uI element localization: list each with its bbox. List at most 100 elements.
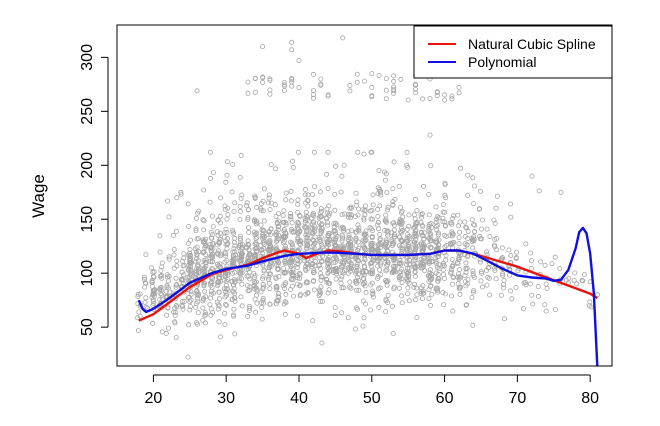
scatter-point: [266, 229, 272, 235]
scatter-point: [391, 234, 397, 240]
scatter-point: [311, 149, 317, 155]
scatter-point: [141, 274, 147, 280]
scatter-point: [216, 239, 222, 245]
scatter-point: [207, 199, 213, 205]
scatter-point: [165, 305, 171, 311]
scatter-point: [346, 259, 352, 265]
scatter-point: [390, 202, 396, 208]
scatter-point: [273, 298, 279, 304]
scatter-point: [399, 300, 405, 306]
scatter-point: [289, 276, 295, 282]
scatter-point: [471, 288, 477, 294]
scatter-point: [506, 247, 512, 253]
scatter-point: [405, 285, 411, 291]
scatter-point: [254, 245, 260, 251]
scatter-point: [348, 212, 354, 218]
scatter-point: [477, 259, 483, 265]
scatter-point: [403, 261, 409, 267]
scatter-point: [484, 249, 490, 255]
scatter-point: [353, 278, 359, 284]
scatter-point: [246, 273, 252, 279]
scatter-point: [377, 267, 383, 273]
scatter-point: [251, 252, 257, 258]
scatter-point: [173, 282, 179, 288]
scatter-point: [326, 230, 332, 236]
scatter-point: [312, 258, 318, 264]
scatter-point: [274, 221, 280, 227]
scatter-point: [225, 277, 231, 283]
scatter-point: [435, 222, 441, 228]
scatter-point: [375, 273, 381, 279]
scatter-point: [274, 232, 280, 238]
scatter-point: [457, 229, 463, 235]
scatter-point: [463, 224, 469, 230]
scatter-point: [426, 226, 432, 232]
scatter-point: [296, 58, 302, 64]
scatter-point: [391, 90, 397, 96]
scatter-point: [208, 312, 214, 318]
scatter-point: [362, 245, 368, 251]
scatter-point: [207, 175, 213, 181]
scatter-point: [549, 261, 555, 267]
scatter-point: [208, 229, 214, 235]
scatter-point: [268, 263, 274, 269]
scatter-point: [318, 82, 324, 88]
scatter-point: [420, 241, 426, 247]
scatter-point: [433, 204, 439, 210]
scatter-point: [389, 269, 395, 275]
scatter-point: [383, 87, 389, 93]
scatter-point: [456, 241, 462, 247]
scatter-point: [339, 310, 345, 316]
scatter-point: [276, 211, 282, 217]
scatter-point: [404, 162, 410, 168]
scatter-point: [202, 268, 208, 274]
scatter-point: [309, 192, 315, 198]
scatter-point: [471, 183, 477, 189]
scatter-point: [224, 258, 230, 264]
scatter-point: [267, 91, 273, 97]
scatter-point: [433, 258, 439, 264]
scatter-point: [318, 225, 324, 231]
scatter-point: [290, 158, 296, 164]
scatter-point: [368, 240, 374, 246]
scatter-point: [150, 320, 156, 326]
scatter-point: [324, 277, 330, 283]
scatter-point: [338, 280, 344, 286]
scatter-point: [193, 288, 199, 294]
scatter-point: [202, 312, 208, 318]
scatter-point: [164, 284, 170, 290]
scatter-point: [347, 268, 353, 274]
scatter-point: [143, 280, 149, 286]
scatter-point: [230, 261, 236, 267]
scatter-point: [261, 238, 267, 244]
scatter-point: [354, 287, 360, 293]
scatter-point: [282, 285, 288, 291]
scatter-point: [187, 299, 193, 305]
y-tick-label: 200: [79, 152, 96, 179]
scatter-point: [419, 214, 425, 220]
scatter-point: [542, 262, 548, 268]
scatter-point: [223, 226, 229, 232]
scatter-point: [369, 71, 375, 77]
scatter-point: [258, 247, 264, 253]
scatter-point: [310, 95, 316, 101]
scatter-point: [289, 79, 295, 85]
scatter-point: [304, 245, 310, 251]
scatter-point: [340, 228, 346, 234]
scatter-point: [355, 212, 361, 218]
scatter-point: [237, 216, 243, 222]
scatter-point: [354, 71, 360, 77]
scatter-point: [318, 274, 324, 280]
scatter-point: [283, 259, 289, 265]
scatter-point: [187, 304, 193, 310]
scatter-point: [469, 239, 475, 245]
scatter-point: [283, 190, 289, 196]
scatter-point: [465, 228, 471, 234]
scatter-point: [261, 241, 267, 247]
scatter-point: [457, 267, 463, 273]
scatter-point: [449, 221, 455, 227]
scatter-point: [179, 299, 185, 305]
scatter-point: [280, 240, 286, 246]
scatter-point: [326, 287, 332, 293]
scatter-point: [283, 233, 289, 239]
